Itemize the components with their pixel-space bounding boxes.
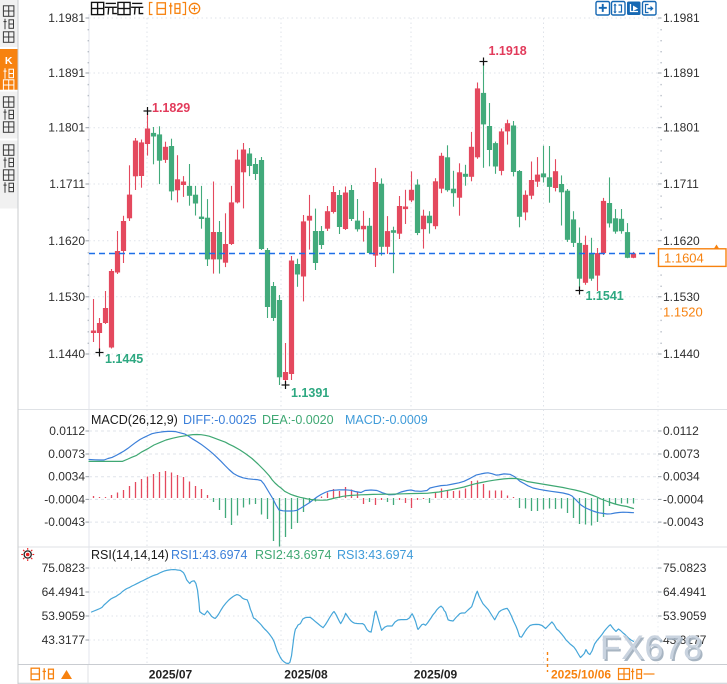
svg-text:2025/09: 2025/09 [414, 668, 458, 682]
svg-text:DIFF:-0.0025: DIFF:-0.0025 [183, 413, 257, 427]
svg-text:75.0823: 75.0823 [42, 561, 86, 575]
svg-text:1.1520: 1.1520 [663, 305, 703, 320]
svg-text:1.1541: 1.1541 [586, 289, 624, 303]
svg-text:FX678: FX678 [602, 631, 705, 669]
svg-text:1.1620: 1.1620 [663, 234, 700, 248]
svg-text:1.1530: 1.1530 [663, 290, 700, 304]
svg-text:64.4941: 64.4941 [42, 585, 86, 599]
svg-text:1.1391: 1.1391 [291, 386, 329, 400]
svg-text:1.1620: 1.1620 [48, 234, 85, 248]
svg-text:64.4941: 64.4941 [663, 585, 707, 599]
svg-text:DEA:-0.0020: DEA:-0.0020 [262, 413, 334, 427]
svg-text:43.3177: 43.3177 [663, 633, 707, 647]
svg-text:-0.0004: -0.0004 [663, 492, 704, 506]
svg-text:2025/10/06: 2025/10/06 [551, 668, 611, 682]
svg-text:RSI(14,14,14): RSI(14,14,14) [91, 548, 169, 562]
svg-text:-0.0043: -0.0043 [663, 515, 704, 529]
svg-text:1.1530: 1.1530 [48, 290, 85, 304]
svg-text:0.0073: 0.0073 [663, 447, 700, 461]
svg-text:2025/07: 2025/07 [149, 668, 193, 682]
svg-text:FX678: FX678 [600, 629, 703, 667]
svg-text:RSI3:43.6974: RSI3:43.6974 [337, 548, 413, 562]
svg-text:1.1440: 1.1440 [663, 347, 700, 361]
svg-text:MACD(26,12,9): MACD(26,12,9) [91, 413, 178, 427]
svg-text:1.1801: 1.1801 [48, 121, 85, 135]
svg-text:2025/08: 2025/08 [284, 668, 328, 682]
svg-text:1.1445: 1.1445 [105, 352, 143, 366]
svg-text:1.1981: 1.1981 [48, 11, 85, 25]
svg-text:0.0034: 0.0034 [48, 470, 85, 484]
svg-text:53.9059: 53.9059 [663, 609, 707, 623]
svg-text:0.0073: 0.0073 [48, 447, 85, 461]
svg-text:1.1711: 1.1711 [49, 177, 85, 191]
svg-text:RSI1:43.6974: RSI1:43.6974 [171, 548, 247, 562]
svg-text:1.1891: 1.1891 [48, 66, 85, 80]
svg-text:0.0112: 0.0112 [663, 424, 699, 438]
svg-text:1.1801: 1.1801 [663, 121, 700, 135]
svg-text:75.0823: 75.0823 [663, 561, 707, 575]
svg-text:-0.0043: -0.0043 [44, 515, 85, 529]
svg-text:1.1918: 1.1918 [489, 44, 527, 58]
svg-text:MACD:-0.0009: MACD:-0.0009 [345, 413, 428, 427]
svg-text:1.1891: 1.1891 [663, 66, 700, 80]
svg-text:43.3177: 43.3177 [42, 633, 86, 647]
svg-text:53.9059: 53.9059 [42, 609, 86, 623]
svg-text:1.1981: 1.1981 [663, 11, 700, 25]
svg-text:RSI2:43.6974: RSI2:43.6974 [255, 548, 331, 562]
svg-text:0.0112: 0.0112 [49, 424, 85, 438]
svg-text:K: K [5, 55, 13, 67]
svg-text:1.1711: 1.1711 [663, 177, 699, 191]
svg-text:1.1440: 1.1440 [48, 347, 85, 361]
svg-text:0.0034: 0.0034 [663, 470, 700, 484]
svg-text:-0.0004: -0.0004 [44, 492, 85, 506]
svg-text:1.1604: 1.1604 [664, 251, 704, 266]
svg-text:1.1829: 1.1829 [152, 101, 190, 115]
